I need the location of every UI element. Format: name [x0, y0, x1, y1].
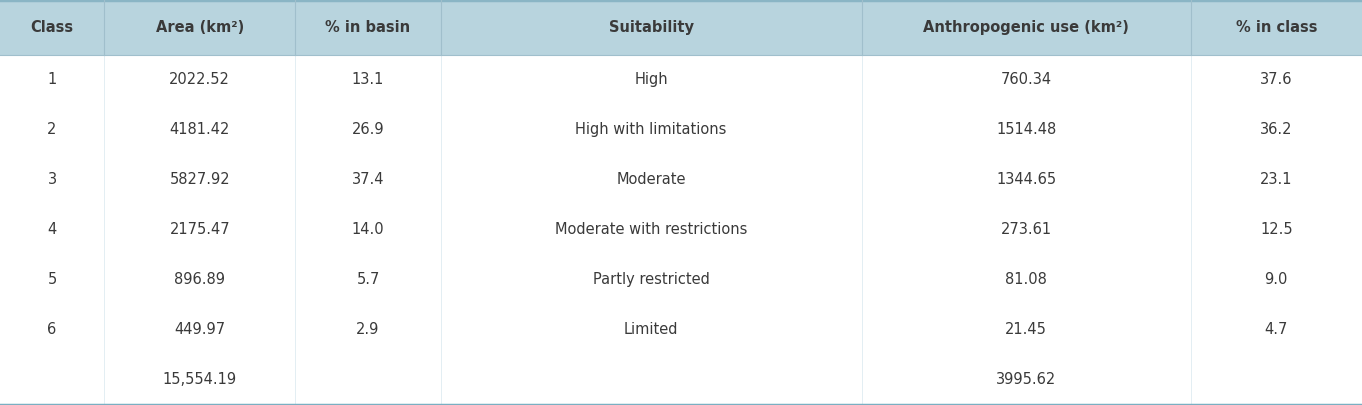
Text: 5.7: 5.7 [357, 273, 380, 288]
Text: 9.0: 9.0 [1264, 273, 1288, 288]
Text: 12.5: 12.5 [1260, 222, 1293, 237]
Text: 6: 6 [48, 322, 57, 337]
Text: 1514.48: 1514.48 [996, 122, 1056, 137]
Text: High with limitations: High with limitations [576, 122, 727, 137]
Text: 3: 3 [48, 172, 57, 187]
Text: 13.1: 13.1 [351, 72, 384, 87]
Text: 37.4: 37.4 [351, 172, 384, 187]
Text: Class: Class [30, 20, 74, 35]
Text: Suitability: Suitability [609, 20, 693, 35]
Text: Area (km²): Area (km²) [155, 20, 244, 35]
Text: 2175.47: 2175.47 [169, 222, 230, 237]
Bar [0, 55, 1362, 405]
Text: 3995.62: 3995.62 [996, 373, 1056, 388]
Text: 14.0: 14.0 [351, 222, 384, 237]
Text: 15,554.19: 15,554.19 [162, 373, 237, 388]
Text: 37.6: 37.6 [1260, 72, 1293, 87]
Text: Moderate with restrictions: Moderate with restrictions [554, 222, 748, 237]
Text: Anthropogenic use (km²): Anthropogenic use (km²) [923, 20, 1129, 35]
Text: 4181.42: 4181.42 [169, 122, 230, 137]
Text: 273.61: 273.61 [1001, 222, 1051, 237]
Text: 2: 2 [48, 122, 57, 137]
Text: 2022.52: 2022.52 [169, 72, 230, 87]
Text: 2.9: 2.9 [357, 322, 380, 337]
Text: 760.34: 760.34 [1001, 72, 1051, 87]
Text: Limited: Limited [624, 322, 678, 337]
Text: 81.08: 81.08 [1005, 273, 1047, 288]
Text: 1344.65: 1344.65 [996, 172, 1056, 187]
Text: 36.2: 36.2 [1260, 122, 1293, 137]
Text: 4.7: 4.7 [1264, 322, 1288, 337]
Text: 26.9: 26.9 [351, 122, 384, 137]
Text: 4: 4 [48, 222, 57, 237]
Text: % in class: % in class [1235, 20, 1317, 35]
Text: 449.97: 449.97 [174, 322, 225, 337]
Text: Moderate: Moderate [617, 172, 686, 187]
Text: 21.45: 21.45 [1005, 322, 1047, 337]
Text: High: High [635, 72, 667, 87]
Text: 5827.92: 5827.92 [169, 172, 230, 187]
Text: 5: 5 [48, 273, 57, 288]
Bar [0, 0, 1362, 55]
Text: Partly restricted: Partly restricted [592, 273, 710, 288]
Text: 896.89: 896.89 [174, 273, 225, 288]
Text: 1: 1 [48, 72, 57, 87]
Text: 23.1: 23.1 [1260, 172, 1293, 187]
Text: % in basin: % in basin [326, 20, 410, 35]
